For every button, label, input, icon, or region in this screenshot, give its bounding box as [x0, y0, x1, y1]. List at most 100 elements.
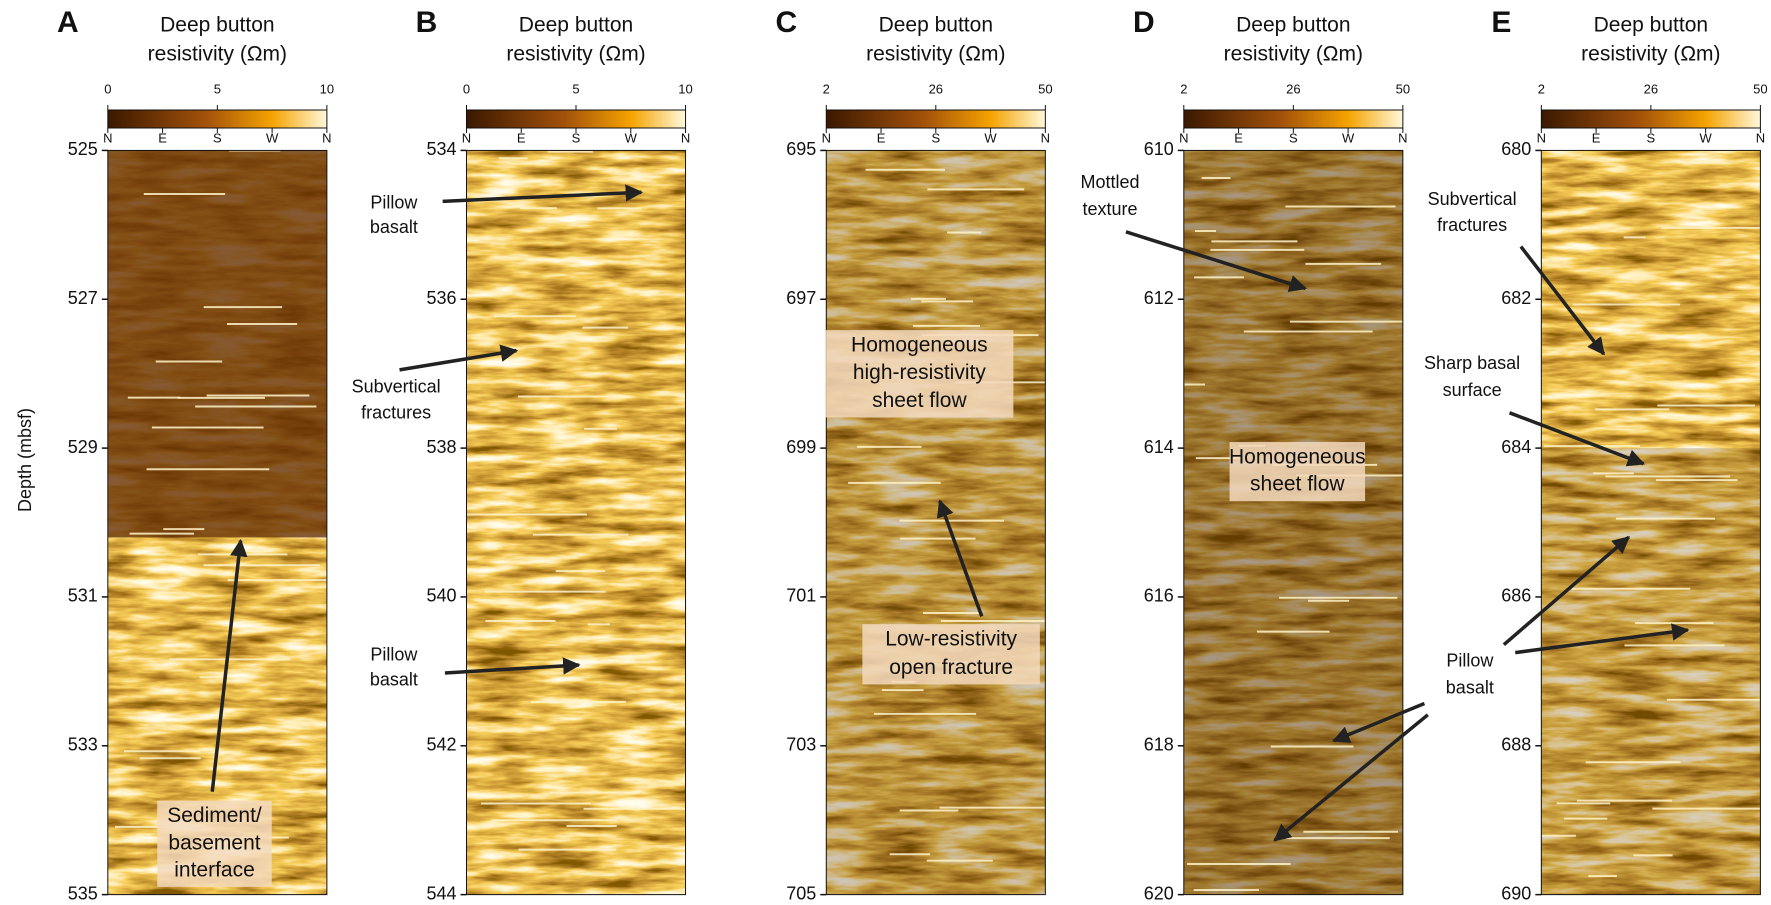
annotation-arrow: [936, 499, 984, 617]
depth-tick-label: 620: [1144, 883, 1174, 903]
colorbar-tick-label: 50: [1753, 81, 1767, 96]
image-frame: [465, 149, 687, 896]
panel: E Deep button resistivity (Ωm) 2 26 50 N E S W N 68…: [1273, 6, 1768, 903]
annotation-text: basalt: [370, 217, 418, 237]
annotation-text: Pillow: [370, 645, 418, 665]
borehole-image: [826, 150, 1046, 895]
depth-tick-label: 614: [1144, 437, 1174, 457]
depth-tick-label: 690: [1501, 883, 1531, 903]
colorbar: [465, 109, 687, 129]
annotation-text: texture: [1083, 199, 1138, 219]
y-axis-label: Depth (mbsf): [15, 408, 35, 512]
colorbar-tick-label: 5: [572, 81, 579, 96]
annotation-text: sheet flow: [1250, 473, 1345, 496]
depth-tick-label: 680: [1501, 139, 1531, 159]
image-texture: [826, 150, 1046, 895]
annotation-text: open fracture: [889, 656, 1013, 679]
depth-tick-label: 686: [1501, 586, 1531, 606]
colorbar-title: resistivity (Ωm): [506, 43, 645, 66]
azimuth-label: W: [1699, 130, 1712, 145]
panel: B Deep button resistivity (Ωm) 0 5 10 N E S W N 534…: [352, 6, 693, 903]
image-frame: [107, 149, 328, 896]
annotation-text: Low-resistivity: [885, 628, 1017, 651]
annotation-arrow: [210, 538, 248, 792]
panel-label: A: [57, 6, 79, 39]
annotation-arrow: [1514, 623, 1690, 655]
azimuth-label: E: [1592, 130, 1601, 145]
colorbar: [107, 109, 328, 129]
depth-tick-label: 688: [1501, 735, 1531, 755]
panel: C Deep button resistivity (Ωm) 2 26 50 N E S W N 69…: [775, 6, 1052, 903]
borehole-image: [107, 150, 327, 895]
azimuth-label: W: [1342, 130, 1355, 145]
borehole-image: [466, 150, 686, 895]
image-texture: [466, 150, 686, 895]
azimuth-label: N: [1756, 130, 1765, 145]
colorbar-title: resistivity (Ωm): [1224, 43, 1363, 66]
depth-tick-label: 538: [426, 437, 456, 457]
colorbar-title: Deep button: [519, 14, 633, 37]
colorbar-title: Deep button: [879, 14, 993, 37]
annotation-text: Homogeneous: [851, 334, 988, 357]
annotation-text: Sharp basal: [1424, 353, 1520, 373]
depth-tick-label: 701: [786, 586, 816, 606]
annotation-arrow: [1502, 535, 1631, 646]
azimuth-label: N: [1041, 130, 1050, 145]
azimuth-label: N: [103, 130, 112, 145]
colorbar-tick-label: 0: [104, 81, 111, 96]
depth-tick-label: 618: [1144, 735, 1174, 755]
annotation-arrow: [399, 344, 519, 372]
image-texture: [1183, 150, 1403, 895]
azimuth-label: S: [931, 130, 940, 145]
azimuth-label: S: [1289, 130, 1298, 145]
azimuth-label: N: [462, 130, 471, 145]
colorbar: [825, 109, 1046, 129]
depth-tick-label: 697: [786, 288, 816, 308]
panel-label: B: [416, 6, 438, 39]
colorbar-tick-label: 50: [1038, 81, 1052, 96]
colorbar-title: resistivity (Ωm): [866, 43, 1005, 66]
annotation-arrow: [1125, 230, 1307, 293]
azimuth-label: W: [625, 130, 638, 145]
depth-tick-label: 527: [68, 288, 98, 308]
annotation-text: sheet flow: [872, 389, 967, 412]
colorbar-tick-label: 50: [1396, 81, 1410, 96]
annotation-arrow: [444, 657, 581, 675]
image-frame: [1183, 149, 1404, 896]
annotation-arrow: [1332, 701, 1426, 743]
depth-tick-label: 684: [1501, 437, 1531, 457]
depth-tick-label: 544: [426, 883, 456, 903]
annotation-text: interface: [174, 858, 255, 881]
annotation-text: basalt: [1446, 678, 1494, 698]
azimuth-label: S: [1647, 130, 1656, 145]
annotation-arrow: [442, 184, 644, 204]
annotation-box: [862, 624, 1040, 685]
borehole-image: [1541, 150, 1761, 895]
image-shade: [107, 150, 327, 538]
annotation-text: fractures: [1437, 215, 1507, 235]
annotation-text: Pillow: [1446, 650, 1494, 670]
colorbar-title: resistivity (Ωm): [148, 43, 287, 66]
annotation-text: surface: [1443, 380, 1502, 400]
image-frame: [1540, 149, 1761, 896]
annotation-text: Mottled: [1081, 172, 1140, 192]
image-frame: [825, 149, 1046, 896]
annotation-text: Subvertical: [1428, 189, 1517, 209]
azimuth-label: N: [681, 130, 690, 145]
annotation-arrow: [1273, 713, 1429, 842]
depth-tick-label: 703: [786, 735, 816, 755]
colorbar-tick-label: 5: [214, 81, 221, 96]
azimuth-label: E: [158, 130, 167, 145]
depth-tick-label: 695: [786, 139, 816, 159]
colorbar-tick-label: 26: [929, 81, 943, 96]
azimuth-label: W: [984, 130, 997, 145]
azimuth-label: N: [1179, 130, 1188, 145]
image-texture: [1541, 150, 1761, 895]
azimuth-label: S: [213, 130, 222, 145]
annotation-text: Subvertical: [352, 377, 441, 397]
colorbar-tick-label: 26: [1286, 81, 1300, 96]
image-shade: [1541, 448, 1761, 895]
depth-tick-label: 682: [1501, 288, 1531, 308]
azimuth-label: N: [822, 130, 831, 145]
